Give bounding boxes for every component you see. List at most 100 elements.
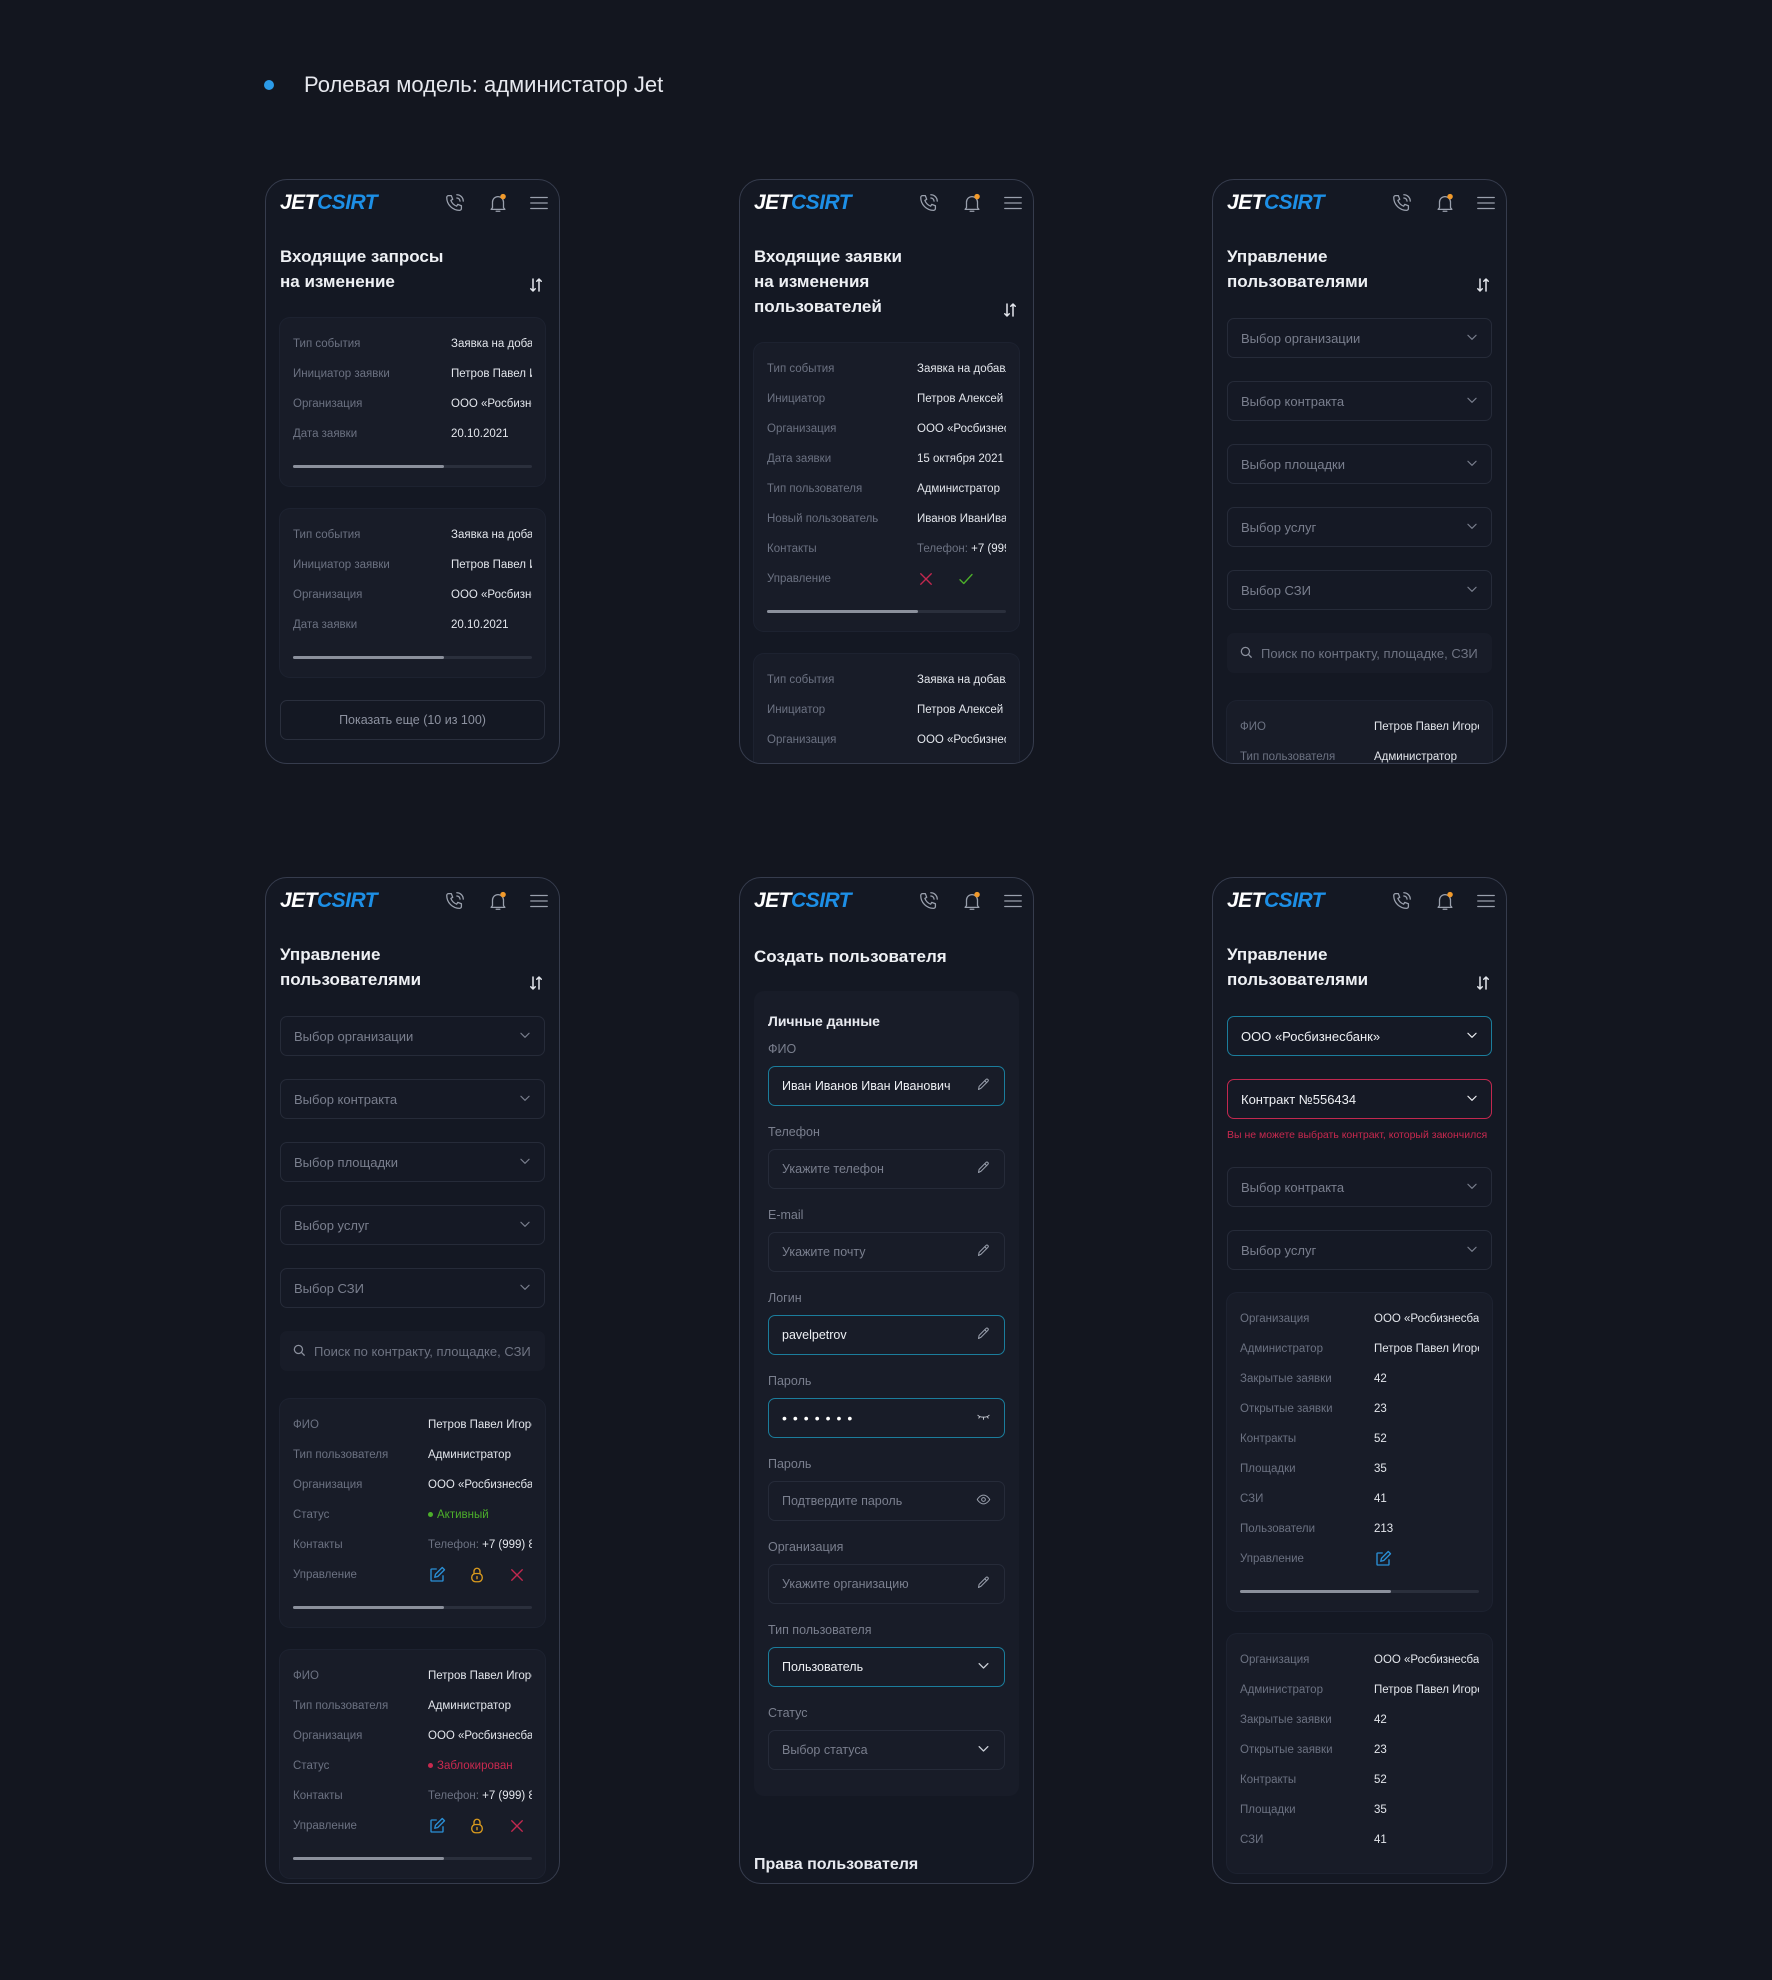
reject-icon[interactable] [917, 570, 935, 588]
scroll-progress[interactable] [1240, 1590, 1479, 1593]
form-field-8[interactable]: Выбор статуса [768, 1730, 1005, 1770]
menu-icon[interactable] [528, 192, 550, 214]
pencil-icon[interactable] [976, 1243, 991, 1261]
card-row: Управление [1240, 1544, 1479, 1574]
search-input[interactable]: Поиск по контракту, площадке, СЗИ [1227, 633, 1492, 673]
form-field-6[interactable]: Укажите организацию [768, 1564, 1005, 1604]
eye-icon[interactable] [976, 1492, 991, 1510]
phone-icon[interactable] [1391, 890, 1413, 912]
approve-icon[interactable] [957, 570, 975, 588]
search-input[interactable]: Поиск по контракту, площадке, СЗИ [280, 1331, 545, 1371]
bell-icon[interactable] [1434, 192, 1456, 214]
page-title-line: Входящие заявки [754, 247, 902, 266]
card-row: ФИО Петров Павел Игоревич [1240, 712, 1479, 742]
edit-icon[interactable] [1374, 1550, 1392, 1568]
card-row: Управление [293, 1560, 532, 1590]
select-dropdown[interactable]: Выбор СЗИ [280, 1268, 545, 1308]
heading-text: Ролевая модель: администатор Jet [304, 72, 664, 97]
menu-icon[interactable] [1002, 192, 1024, 214]
phone-icon[interactable] [918, 890, 940, 912]
scroll-progress[interactable] [293, 656, 532, 659]
select-dropdown[interactable]: Выбор СЗИ [1227, 570, 1492, 610]
logo[interactable]: JETCSIRT [1227, 889, 1325, 913]
chevron-down-icon[interactable] [976, 1658, 991, 1676]
bell-icon[interactable] [961, 890, 983, 912]
phone-icon[interactable] [444, 192, 466, 214]
app-header: JETCSIRT [1213, 180, 1506, 226]
app-header: JETCSIRT [266, 180, 559, 226]
pencil-icon[interactable] [976, 1326, 991, 1344]
page-title-line: Управление [1227, 945, 1328, 964]
bell-icon[interactable] [961, 192, 983, 214]
row-label: Контакты [767, 543, 817, 555]
menu-icon[interactable] [528, 890, 550, 912]
select-dropdown[interactable]: Выбор площадки [1227, 444, 1492, 484]
form-field-3[interactable]: pavelpetrov [768, 1315, 1005, 1355]
select-dropdown[interactable]: Выбор контракта [1227, 381, 1492, 421]
sort-icon[interactable] [1474, 974, 1492, 992]
scroll-progress[interactable] [293, 1857, 532, 1860]
select-dropdown[interactable]: Контракт №556434 [1227, 1079, 1492, 1119]
screen-content: Входящие заявки на изменения пользователе… [740, 226, 1033, 763]
form-field-5[interactable]: Подтвердите пароль [768, 1481, 1005, 1521]
select-dropdown[interactable]: Выбор контракта [280, 1079, 545, 1119]
delete-icon[interactable] [508, 1817, 526, 1835]
logo[interactable]: JETCSIRT [280, 889, 378, 913]
lock-icon[interactable] [468, 1566, 486, 1584]
form-field-0[interactable]: Иван Иванов Иван Иванович [768, 1066, 1005, 1106]
logo[interactable]: JETCSIRT [754, 191, 852, 215]
select-dropdown[interactable]: Выбор услуг [280, 1205, 545, 1245]
bell-icon[interactable] [1434, 890, 1456, 912]
row-label: Организация [767, 423, 837, 435]
chevron-down-icon[interactable] [976, 1741, 991, 1759]
bell-icon[interactable] [487, 192, 509, 214]
sort-icon[interactable] [1001, 301, 1019, 319]
sort-icon[interactable] [527, 974, 545, 992]
delete-icon[interactable] [508, 1566, 526, 1584]
scroll-progress-fill [767, 610, 918, 613]
sort-icon[interactable] [527, 276, 545, 294]
logo[interactable]: JETCSIRT [1227, 191, 1325, 215]
pencil-icon[interactable] [976, 1575, 991, 1593]
logo[interactable]: JETCSIRT [754, 889, 852, 913]
select-dropdown[interactable]: ООО «Росбизнесбанк» [1227, 1016, 1492, 1056]
select-dropdown[interactable]: Выбор организации [1227, 318, 1492, 358]
card-row: ФИО Петров Павел Игоревич [293, 1661, 532, 1691]
logo-csirt: CSIRT [317, 889, 378, 912]
logo[interactable]: JETCSIRT [280, 191, 378, 215]
select-dropdown[interactable]: Выбор услуг [1227, 507, 1492, 547]
form-field-1[interactable]: Укажите телефон [768, 1149, 1005, 1189]
form-field-7[interactable]: Пользователь [768, 1647, 1005, 1687]
menu-icon[interactable] [1002, 890, 1024, 912]
select-dropdown[interactable]: Выбор организации [280, 1016, 545, 1056]
row-label: СЗИ [1240, 1834, 1264, 1846]
pencil-icon[interactable] [976, 1077, 991, 1095]
phone-icon[interactable] [444, 890, 466, 912]
bell-icon[interactable] [487, 890, 509, 912]
edit-icon[interactable] [428, 1817, 446, 1835]
menu-icon[interactable] [1475, 890, 1497, 912]
chevron-down-icon [1465, 1179, 1479, 1196]
select-dropdown[interactable]: Выбор услуг [1227, 1230, 1492, 1270]
lock-icon[interactable] [468, 1817, 486, 1835]
show-more-button[interactable]: Показать еще (10 из 100) [280, 700, 545, 740]
row-label: Управление [1240, 1553, 1304, 1565]
form-field-4[interactable]: ••••••• [768, 1398, 1005, 1438]
list-card: ФИО Петров Павел Игоревич Тип пользователя… [1227, 701, 1492, 763]
chevron-down-icon [1465, 582, 1479, 599]
row-value: 23 [1374, 1744, 1387, 1756]
phone-icon[interactable] [1391, 192, 1413, 214]
scroll-progress[interactable] [767, 610, 1006, 613]
scroll-progress[interactable] [293, 465, 532, 468]
eye-closed-icon[interactable] [976, 1409, 991, 1427]
select-dropdown[interactable]: Выбор площадки [280, 1142, 545, 1182]
row-label: Контакты [293, 1790, 343, 1802]
select-dropdown[interactable]: Выбор контракта [1227, 1167, 1492, 1207]
scroll-progress[interactable] [293, 1606, 532, 1609]
menu-icon[interactable] [1475, 192, 1497, 214]
edit-icon[interactable] [428, 1566, 446, 1584]
form-field-2[interactable]: Укажите почту [768, 1232, 1005, 1272]
pencil-icon[interactable] [976, 1160, 991, 1178]
phone-icon[interactable] [918, 192, 940, 214]
sort-icon[interactable] [1474, 276, 1492, 294]
